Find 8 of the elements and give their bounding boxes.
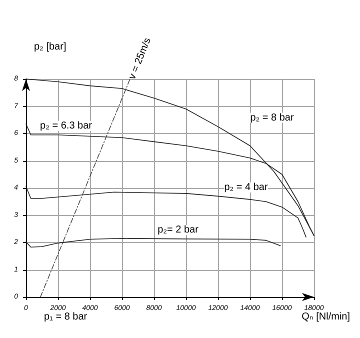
text: v = 25m/s <box>126 36 154 82</box>
text: p₁ = 8 bar <box>44 312 88 322</box>
x-axis-title: Qₙ [Nl/min] <box>302 312 350 322</box>
series-label: p₂ = 8 bar <box>250 112 294 124</box>
y-axis-title: p₂ [bar] <box>34 42 66 52</box>
series-label: p₂ = 4 bar <box>224 182 268 193</box>
series-label: p₂= 2 bar <box>158 224 200 236</box>
series-label: p₂ = 6.3 bar <box>40 120 93 132</box>
